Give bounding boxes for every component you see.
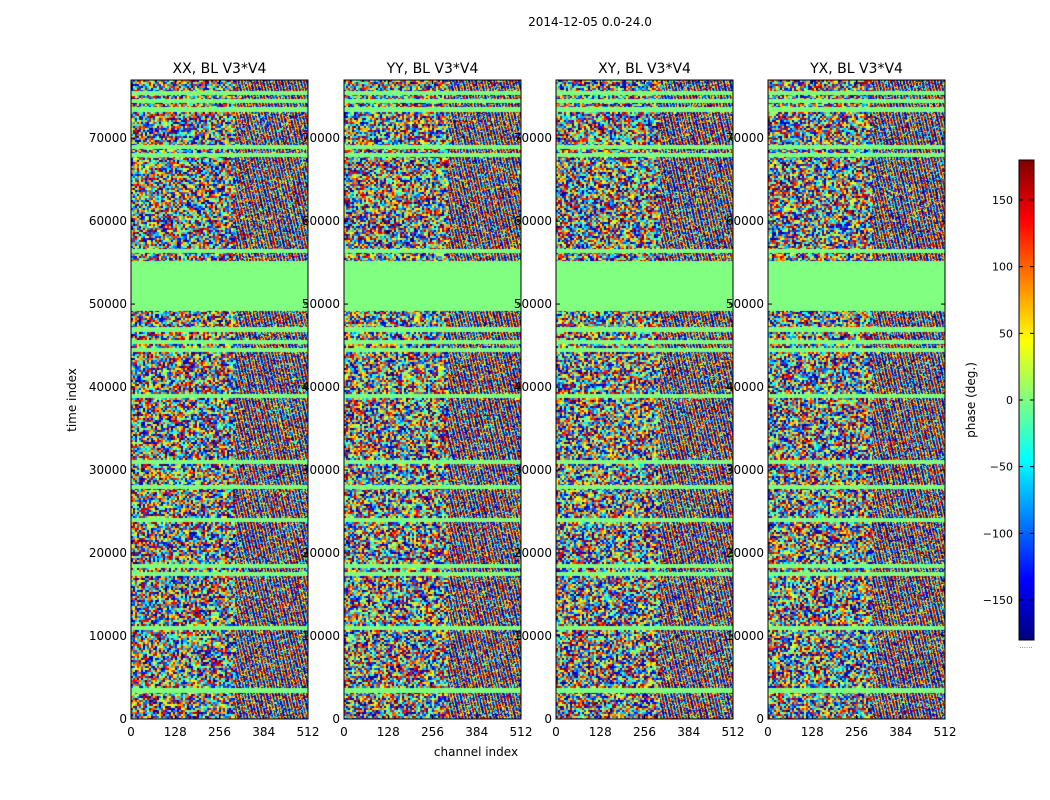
colorbar-tick-label-6: −150 [983,594,1013,607]
y-tick-label-3-2: 20000 [726,546,764,560]
y-tick-label-2-0: 0 [544,712,552,726]
panel-title-0: XX, BL V3*V4 [173,61,267,77]
colorbar-tick-label-5: −100 [983,527,1013,540]
y-tick-label-3-6: 60000 [726,214,764,228]
colorbar-tick-label-2: 50 [999,327,1013,340]
y-tick-label-3-5: 50000 [726,297,764,311]
x-tick-label-0-1: 128 [164,725,187,739]
y-tick-label-0-2: 20000 [89,546,127,560]
heatmap-image-3 [768,80,945,719]
y-tick-label-2-5: 50000 [514,297,552,311]
x-tick-label-2-0: 0 [552,725,560,739]
figure-suptitle: 2014-12-05 0.0-24.0 [528,15,652,29]
y-tick-label-2-3: 30000 [514,463,552,477]
x-tick-label-3-3: 384 [889,725,912,739]
heatmap-image-2 [556,80,733,719]
y-tick-label-3-7: 70000 [726,131,764,145]
x-tick-label-3-4: 512 [934,725,957,739]
x-tick-label-1-3: 384 [465,725,488,739]
panel-title-2: XY, BL V3*V4 [598,61,691,77]
x-tick-label-0-3: 384 [252,725,275,739]
y-tick-label-0-0: 0 [119,712,127,726]
colorbar-tick-label-1: 100 [992,261,1013,274]
y-tick-label-2-4: 40000 [514,380,552,394]
y-tick-label-2-6: 60000 [514,214,552,228]
x-tick-label-1-2: 256 [421,725,444,739]
colorbar-tick-label-0: 150 [992,194,1013,207]
y-tick-label-1-6: 60000 [302,214,340,228]
colorbar-tick-label-3: 0 [1006,394,1013,407]
y-tick-label-1-5: 50000 [302,297,340,311]
y-tick-label-3-3: 30000 [726,463,764,477]
x-tick-label-2-1: 128 [589,725,612,739]
panel-title-3: YX, BL V3*V4 [809,61,903,77]
x-tick-label-0-0: 0 [127,725,135,739]
x-tick-label-2-3: 384 [677,725,700,739]
panel-0: XX, BL V3*V4 0 128 256 384 512 0 10000 20000 3000… [89,61,320,739]
y-tick-label-0-4: 40000 [89,380,127,394]
y-tick-label-1-2: 20000 [302,546,340,560]
y-tick-label-0-5: 50000 [89,297,127,311]
x-tick-label-2-2: 256 [633,725,656,739]
y-tick-label-3-4: 40000 [726,380,764,394]
heatmap-image-1 [344,80,521,719]
panel-1: YY, BL V3*V4 0 128 256 384 512 0 10000 20000 3000… [302,61,533,739]
y-tick-label-2-1: 10000 [514,629,552,643]
y-tick-label-3-1: 10000 [726,629,764,643]
x-tick-label-3-0: 0 [764,725,772,739]
panel-title-1: YY, BL V3*V4 [386,61,479,77]
x-tick-label-1-1: 128 [377,725,400,739]
colorbar-tick-label-4: −50 [990,461,1013,474]
x-axis-label: channel index [434,745,518,759]
y-tick-label-0-6: 60000 [89,214,127,228]
y-tick-label-1-0: 0 [332,712,340,726]
y-tick-label-1-7: 70000 [302,131,340,145]
heatmap-image-0 [131,80,308,719]
y-tick-label-2-7: 70000 [514,131,552,145]
y-tick-label-0-7: 70000 [89,131,127,145]
colorbar: 150 100 50 0 −50 −100 −150 [983,159,1035,641]
x-tick-label-3-1: 128 [801,725,824,739]
x-tick-label-2-4: 512 [722,725,745,739]
y-tick-label-3-0: 0 [756,712,764,726]
y-tick-label-1-4: 40000 [302,380,340,394]
panels-layer: XX, BL V3*V4 0 128 256 384 512 0 10000 20000 3000… [89,61,957,739]
y-tick-label-1-3: 30000 [302,463,340,477]
y-tick-label-2-2: 20000 [514,546,552,560]
x-tick-label-0-4: 512 [297,725,320,739]
y-tick-label-1-1: 10000 [302,629,340,643]
panel-3: YX, BL V3*V4 0 128 256 384 512 0 10000 20000 3000… [726,61,957,739]
x-tick-label-3-2: 256 [845,725,868,739]
x-tick-label-0-2: 256 [208,725,231,739]
y-tick-label-0-3: 30000 [89,463,127,477]
colorbar-extra-text: ...... [1019,642,1032,650]
x-tick-label-1-0: 0 [340,725,348,739]
colorbar-label: phase (deg.) [964,362,978,438]
panel-2: XY, BL V3*V4 0 128 256 384 512 0 10000 20000 3000… [514,61,745,739]
x-tick-label-1-4: 512 [510,725,533,739]
y-tick-label-0-1: 10000 [89,629,127,643]
y-axis-label: time index [65,368,79,432]
